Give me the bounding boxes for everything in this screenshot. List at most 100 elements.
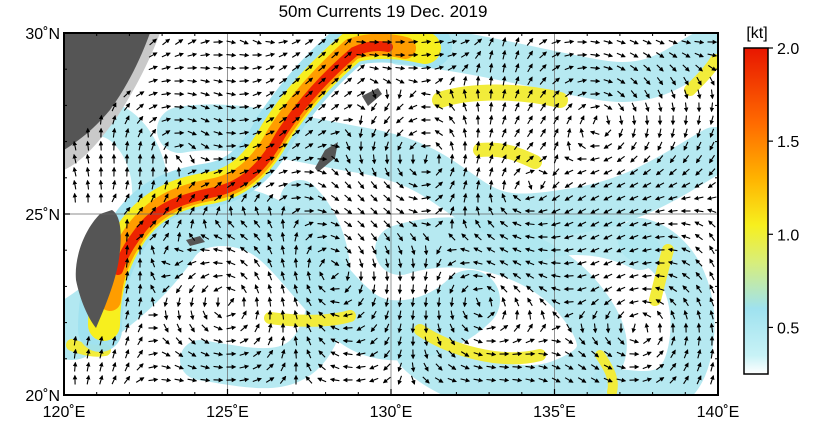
current-vector-arrow [616, 169, 626, 175]
current-vector-arrow [656, 310, 664, 320]
current-vector-arrow [370, 181, 378, 190]
current-vector-arrow [278, 77, 288, 85]
current-vector-arrow [397, 89, 403, 100]
colorbar-unit: [kt] [746, 25, 767, 42]
current-vector-arrow [527, 76, 533, 86]
current-vector-arrow [629, 182, 639, 188]
current-vector-arrow [539, 76, 547, 85]
current-vector-arrow [317, 182, 327, 188]
current-vector-arrow [188, 232, 196, 241]
current-vector-arrow [616, 286, 626, 292]
current-vector-arrow [525, 273, 535, 279]
current-vector-arrow [617, 90, 626, 98]
current-vector-arrow [241, 284, 247, 294]
current-vector-arrow [551, 299, 561, 305]
colorbar: [kt] 0.5 1.0 1.5 2.0 [743, 25, 799, 375]
current-vector-arrow [707, 208, 717, 214]
current-vector-arrow [683, 297, 689, 307]
current-vector-arrow [436, 297, 442, 308]
current-vector-arrow [371, 310, 377, 320]
current-vector-arrow [241, 310, 247, 320]
current-vector-arrow [576, 273, 587, 279]
current-vector-arrow [124, 296, 130, 307]
current-vector-arrow [176, 231, 182, 242]
current-vector-arrow [540, 115, 546, 125]
current-vector-arrow [371, 258, 377, 269]
current-vector-arrow [472, 260, 483, 266]
current-vector-arrow [603, 52, 614, 58]
current-vector-arrow [149, 206, 157, 216]
current-vector-arrow [188, 142, 197, 150]
current-vector-arrow [667, 195, 678, 201]
current-vector-arrow [525, 260, 535, 266]
current-vector-arrow [344, 246, 352, 254]
current-vector-arrow [628, 299, 639, 305]
current-vector-arrow [592, 323, 598, 334]
current-vector-arrow [670, 102, 676, 113]
current-vector-arrow [538, 286, 548, 292]
current-vector-arrow [525, 338, 535, 344]
current-vector-arrow [435, 194, 444, 202]
current-vector-arrow [239, 39, 249, 45]
current-vector-arrow [410, 310, 416, 321]
current-vector-arrow [176, 310, 182, 321]
current-vector-arrow [501, 167, 507, 177]
current-vector-arrow [696, 297, 702, 307]
current-vector-arrow [318, 337, 326, 345]
current-vector-arrow [382, 52, 393, 58]
current-vector-arrow [631, 115, 637, 126]
current-vector-arrow [696, 128, 701, 139]
current-vector-arrow [397, 141, 403, 151]
current-vector-arrow [161, 260, 171, 266]
current-vector-arrow [590, 208, 600, 214]
current-vector-arrow [552, 168, 560, 176]
current-vector-arrow [579, 323, 585, 334]
current-vector-arrow [137, 336, 143, 346]
current-vector-arrow [408, 195, 419, 201]
current-vector-arrow [462, 153, 468, 164]
current-vector-arrow [226, 117, 237, 123]
current-vector-arrow [163, 245, 169, 255]
current-vector-arrow [240, 272, 248, 280]
current-vector-arrow [449, 167, 455, 177]
current-vector-arrow [683, 335, 689, 346]
current-vector-arrow [488, 154, 494, 164]
current-vector-arrow [435, 142, 443, 150]
current-vector-arrow [200, 39, 211, 45]
current-vector-arrow [696, 76, 702, 86]
current-vector-arrow [616, 52, 626, 58]
current-vector-arrow [578, 337, 586, 345]
current-vector-arrow [226, 91, 237, 97]
current-vector-arrow [241, 193, 247, 203]
current-vector-arrow [149, 38, 157, 46]
current-vector-arrow [345, 271, 351, 282]
current-vector-arrow [436, 310, 442, 321]
current-vector-arrow [527, 309, 533, 320]
current-vector-arrow [239, 78, 250, 84]
current-vector-arrow [512, 234, 522, 240]
current-vector-arrow [642, 312, 652, 318]
current-vector-arrow [370, 233, 378, 242]
current-vector-arrow [603, 195, 613, 201]
current-vector-arrow [200, 338, 210, 344]
current-vector-arrow [671, 335, 676, 346]
current-vector-arrow [553, 141, 559, 151]
current-vector-arrow [111, 193, 117, 203]
current-vector-arrow [709, 271, 715, 281]
current-vector-arrow [265, 91, 275, 97]
current-vector-arrow [526, 37, 534, 46]
current-vector-arrow [603, 169, 613, 175]
current-vector-arrow [514, 297, 520, 307]
current-vector-arrow [240, 259, 248, 267]
current-vector-arrow [513, 168, 521, 176]
current-vector-arrow [226, 52, 237, 58]
current-vector-arrow [577, 142, 586, 150]
current-vector-arrow [254, 284, 260, 294]
current-vector-arrow [358, 154, 364, 165]
current-vector-arrow [644, 102, 650, 113]
current-vector-arrow [331, 103, 340, 111]
current-vector-arrow [538, 338, 549, 344]
current-vector-arrow [435, 181, 443, 189]
current-vector-arrow [213, 117, 223, 123]
current-vector-arrow [694, 52, 704, 58]
